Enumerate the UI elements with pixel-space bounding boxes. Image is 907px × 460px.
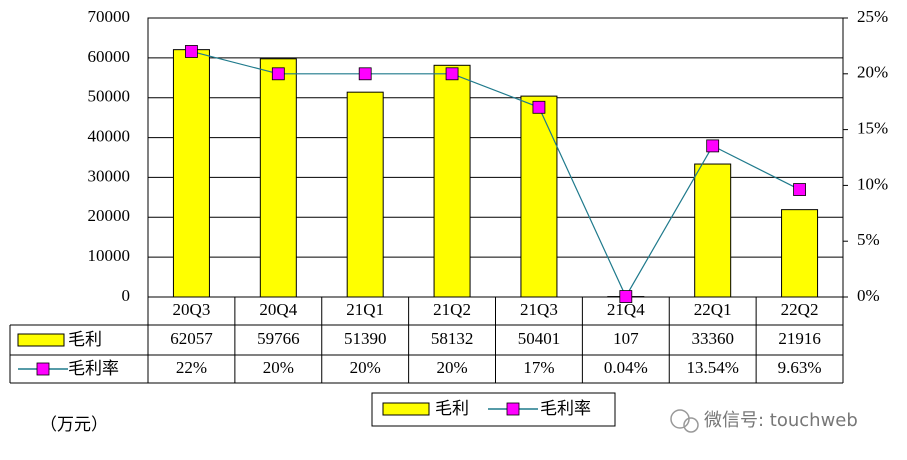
y2-tick-label: 5% xyxy=(857,230,880,249)
table-cell: 51390 xyxy=(344,329,387,348)
table-cell: 13.54% xyxy=(686,358,738,377)
marker xyxy=(532,100,546,114)
x-tick-label: 21Q3 xyxy=(520,300,558,319)
bar xyxy=(259,58,297,298)
x-tick-label: 22Q2 xyxy=(781,300,819,319)
x-tick-label: 21Q4 xyxy=(607,300,645,319)
y2-tick-label: 20% xyxy=(857,63,888,82)
y-tick-label: 10000 xyxy=(88,246,131,265)
marker xyxy=(358,67,372,81)
table-cell: 0.04% xyxy=(604,358,648,377)
bar xyxy=(172,49,210,298)
table-cell: 22% xyxy=(176,358,207,377)
x-tick-label: 21Q2 xyxy=(433,300,471,319)
watermark-icon xyxy=(683,417,699,433)
unit-label: （万元） xyxy=(40,415,108,434)
bar xyxy=(694,163,732,298)
marker xyxy=(271,67,285,81)
marker xyxy=(619,290,633,303)
marker xyxy=(793,183,806,196)
y2-tick-label: 10% xyxy=(857,174,888,193)
legend-label: 毛利 xyxy=(435,399,469,419)
table-legend-key xyxy=(36,362,50,376)
marker xyxy=(185,45,198,58)
table-cell: 58132 xyxy=(431,329,474,348)
y-tick-label: 70000 xyxy=(88,7,131,26)
table-row-label: 毛利率 xyxy=(68,359,119,379)
marker xyxy=(706,139,720,153)
watermark: 微信号: touchweb xyxy=(670,409,858,433)
bar xyxy=(346,91,384,298)
y-tick-label: 0 xyxy=(122,286,131,305)
marker xyxy=(445,67,459,81)
table-cell: 59766 xyxy=(257,329,300,348)
x-tick-label: 20Q3 xyxy=(173,300,211,319)
table-cell: 17% xyxy=(523,358,554,377)
bar xyxy=(433,64,471,298)
legend-label: 毛利率 xyxy=(540,399,591,419)
table-cell: 62057 xyxy=(170,329,213,348)
y-tick-label: 50000 xyxy=(88,87,131,106)
table-cell: 20% xyxy=(350,358,381,377)
line xyxy=(191,50,800,298)
plot-area xyxy=(147,17,844,298)
table-legend-key xyxy=(17,333,65,347)
table-row-label: 毛利 xyxy=(68,330,102,350)
table-cell: 20% xyxy=(263,358,294,377)
table-cell: 21916 xyxy=(778,329,821,348)
y-tick-label: 60000 xyxy=(88,47,131,66)
y2-tick-label: 25% xyxy=(857,7,888,26)
watermark-text: 微信号: touchweb xyxy=(704,410,858,431)
legend-key xyxy=(506,402,520,416)
y-tick-label: 30000 xyxy=(88,166,131,185)
y2-tick-label: 0% xyxy=(857,286,880,305)
x-tick-label: 21Q1 xyxy=(346,300,384,319)
y-tick-label: 20000 xyxy=(88,206,131,225)
table-cell: 50401 xyxy=(518,329,561,348)
table-cell: 20% xyxy=(436,358,467,377)
y-tick-label: 40000 xyxy=(88,126,131,145)
table-cell: 107 xyxy=(613,329,639,348)
x-tick-label: 22Q1 xyxy=(694,300,732,319)
bar xyxy=(520,95,558,298)
legend-key xyxy=(382,402,430,416)
y2-tick-label: 15% xyxy=(857,119,888,138)
bar xyxy=(781,209,819,298)
x-tick-label: 20Q4 xyxy=(259,300,297,319)
table-cell: 9.63% xyxy=(778,358,822,377)
table-cell: 33360 xyxy=(691,329,734,348)
